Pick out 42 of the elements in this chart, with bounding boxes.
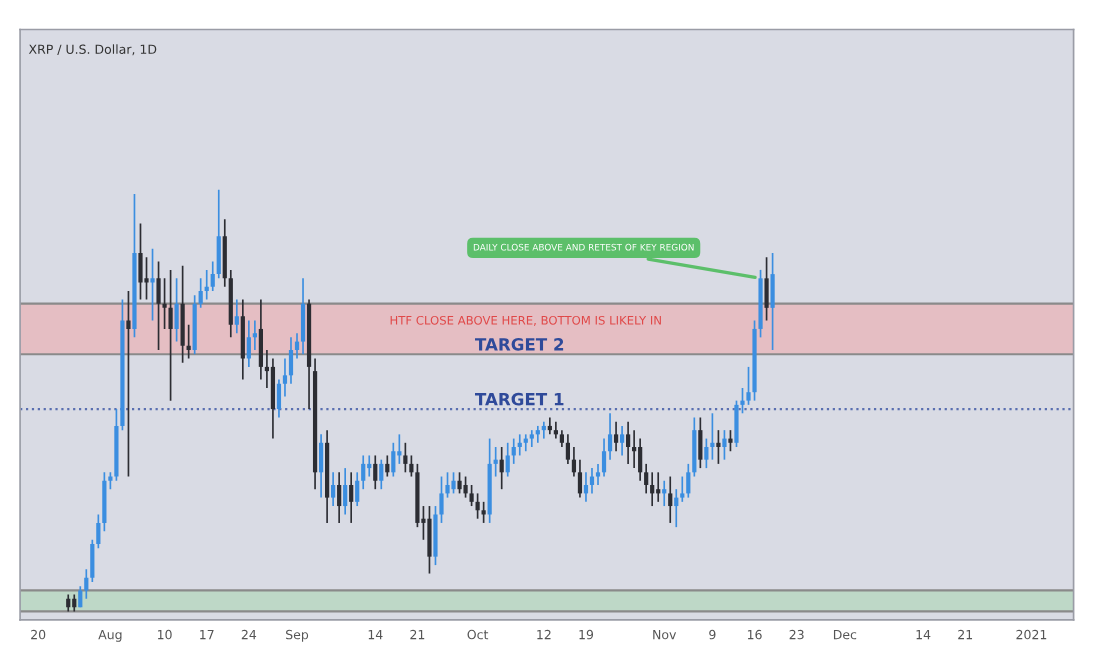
candlestick (698, 416, 703, 469)
candlestick (379, 458, 384, 491)
candlestick (126, 290, 131, 478)
candlestick (403, 441, 408, 474)
candlestick (668, 475, 673, 524)
candlestick (337, 471, 342, 524)
candlestick (300, 277, 306, 356)
candlestick (168, 269, 173, 402)
candlestick (764, 256, 769, 322)
candlestick (427, 505, 432, 575)
candlestick (704, 437, 709, 469)
candlestick (258, 298, 263, 381)
candlestick (391, 441, 396, 478)
candlestick (246, 319, 251, 368)
candlestick (156, 260, 161, 351)
candlestick (138, 222, 143, 301)
candlestick (349, 471, 354, 524)
candlestick (373, 454, 378, 491)
candlestick (331, 471, 336, 507)
candlestick (728, 429, 733, 453)
candlestick (343, 467, 348, 516)
annotation: TARGET 2 (475, 338, 564, 351)
candlestick (150, 247, 155, 322)
candlestick (716, 429, 721, 465)
candlestick (457, 471, 462, 495)
candlestick (234, 298, 239, 334)
candlestick (144, 256, 149, 301)
annotation: TARGET 1 (475, 392, 564, 406)
candlestick (318, 433, 324, 499)
candlestick (770, 252, 775, 351)
candlestick (174, 277, 179, 343)
candlestick (463, 475, 468, 499)
candlestick (722, 429, 727, 461)
candlestick (613, 420, 619, 453)
candlestick (505, 441, 510, 478)
candlestick (270, 357, 276, 440)
candlestick (451, 471, 456, 495)
candlestick (626, 420, 631, 465)
candlestick (180, 264, 185, 364)
candlestick (619, 425, 625, 457)
candlestick (499, 446, 504, 491)
candlestick (240, 298, 245, 381)
